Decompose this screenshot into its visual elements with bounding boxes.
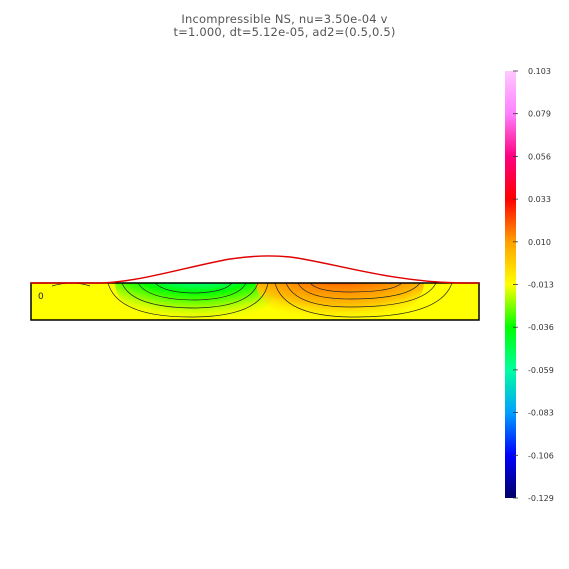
chart-title: Incompressible NS, nu=3.50e-04 v	[181, 12, 388, 26]
surface-curve	[31, 255, 479, 284]
positive-lobe	[256, 283, 424, 320]
contour-lines	[51, 283, 453, 318]
colorbar-ticks: 0.103 0.079 0.056 0.033 0.010 -0.013 -0.036 -0.…	[513, 67, 554, 503]
chart-subtitle: t=1.000, dt=5.12e-05, ad2=(0.5,0.5)	[173, 25, 396, 39]
colorbar-tick-label: 0.056	[528, 152, 551, 161]
flow-domain: 0	[30, 255, 480, 321]
colorbar-tick-label: 0.010	[528, 238, 551, 247]
colorbar-tick-label: -0.106	[528, 451, 554, 460]
negative-lobe	[115, 283, 279, 320]
colorbar-tick-label: 0.103	[528, 67, 551, 76]
colorbar-tick-label: 0.079	[528, 110, 551, 119]
colorbar-tick-label: -0.013	[528, 281, 554, 290]
colorbar-gradient	[505, 71, 516, 498]
colorbar-tick-label: -0.129	[528, 494, 554, 503]
colorbar-tick-label: -0.036	[528, 323, 554, 332]
contour-label: 0	[38, 292, 44, 302]
colorbar: 0.103 0.079 0.056 0.033 0.010 -0.013 -0.036 -0.…	[505, 67, 554, 503]
domain-border	[30, 282, 480, 321]
colorbar-tick-label: -0.083	[528, 409, 554, 418]
colorbar-tick-label: 0.033	[528, 195, 551, 204]
colorbar-tick-label: -0.059	[528, 366, 554, 375]
